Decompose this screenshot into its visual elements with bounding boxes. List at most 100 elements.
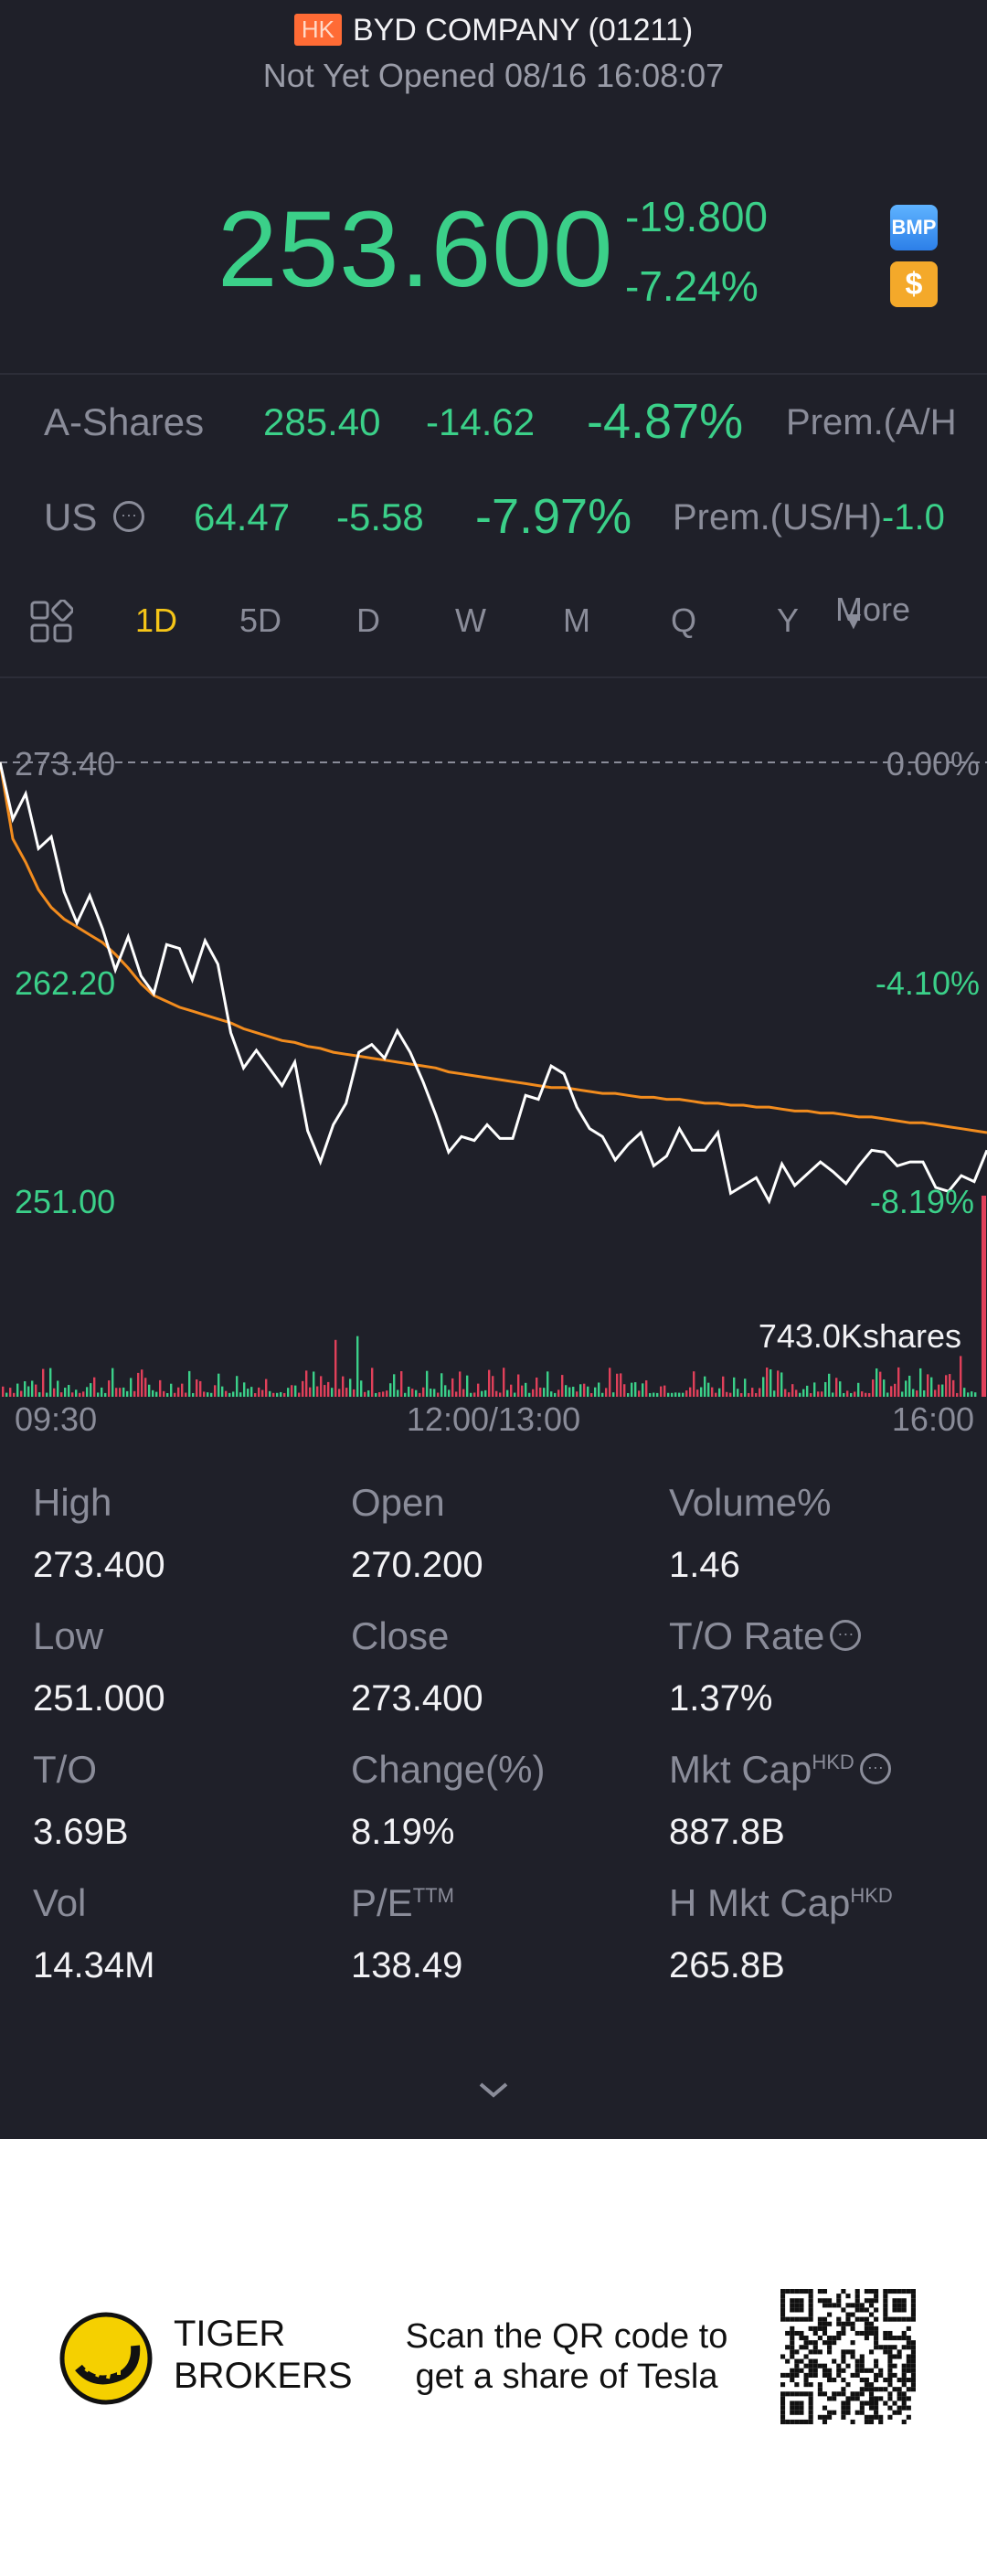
volume-bar — [276, 1392, 279, 1397]
last-price: 253.600 — [218, 189, 614, 310]
volume-bar — [949, 1374, 951, 1397]
volume-bar — [711, 1387, 714, 1397]
tab-w[interactable]: W — [455, 601, 486, 639]
volume-bar — [64, 1388, 67, 1397]
volume-bar — [517, 1374, 520, 1397]
tab-y[interactable]: Y — [777, 601, 800, 639]
ellipsis-circle-icon[interactable]: ··· — [859, 1752, 891, 1784]
volume-bar — [104, 1392, 107, 1397]
stat-value: 265.8B — [669, 1945, 785, 1985]
tab-q[interactable]: Q — [671, 601, 697, 639]
volume-bar — [53, 1388, 56, 1397]
volume-bar — [550, 1391, 553, 1397]
volume-bar — [872, 1379, 875, 1397]
tab-1d[interactable]: 1D — [135, 601, 178, 639]
volume-bar — [927, 1374, 929, 1397]
qr-code[interactable] — [780, 2289, 916, 2424]
volume-bar — [408, 1386, 410, 1397]
tab-m[interactable]: M — [563, 601, 590, 639]
ellipsis-circle-icon[interactable]: ··· — [830, 1619, 862, 1651]
volume-bar — [521, 1385, 524, 1397]
volume-bar — [397, 1389, 399, 1397]
tab-d[interactable]: D — [356, 601, 380, 639]
bmp-icon[interactable]: BMP — [890, 205, 938, 250]
volume-bar — [79, 1392, 81, 1397]
volume-bar — [806, 1385, 809, 1397]
volume-bar — [327, 1381, 330, 1397]
volume-bar — [539, 1387, 542, 1397]
volume-bar — [250, 1387, 253, 1397]
volume-bar — [642, 1383, 644, 1397]
volume-bar — [693, 1371, 695, 1397]
volume-bar — [912, 1389, 915, 1397]
volume-bar — [653, 1392, 655, 1397]
volume-bar — [488, 1369, 491, 1397]
volume-bar — [345, 1388, 348, 1397]
volume-bar — [232, 1391, 235, 1397]
volume-bar — [356, 1336, 359, 1397]
volume-bar — [854, 1391, 856, 1397]
volume-bar — [13, 1392, 16, 1397]
price-change: -19.800 — [625, 193, 769, 240]
volume-bar — [291, 1385, 293, 1397]
volume-bar — [2, 1386, 5, 1397]
layout-grid-icon[interactable] — [29, 600, 73, 644]
volume-bar — [199, 1380, 202, 1397]
volume-bar — [353, 1389, 356, 1397]
coin-icon[interactable]: $ — [890, 261, 938, 307]
volume-bar — [283, 1392, 286, 1397]
volume-bar — [389, 1383, 392, 1397]
stat-label-text: T/O — [33, 1748, 97, 1791]
volume-bar — [846, 1390, 849, 1397]
volume-bar — [627, 1392, 630, 1397]
divider — [0, 373, 987, 375]
volume-bar — [572, 1387, 575, 1397]
volume-bar — [568, 1387, 571, 1397]
volume-bar — [777, 1370, 780, 1397]
volume-bar — [565, 1385, 568, 1397]
volume-bar — [163, 1390, 165, 1397]
volume-bar — [451, 1378, 454, 1397]
volume-bar — [883, 1379, 886, 1397]
volume-bar — [660, 1386, 663, 1397]
ellipsis-circle-icon[interactable]: ··· — [113, 500, 145, 532]
volume-bar — [166, 1392, 169, 1397]
volume-bar — [824, 1381, 827, 1397]
tab-5d[interactable]: 5D — [239, 601, 282, 639]
volume-bar — [108, 1380, 111, 1397]
volume-bar — [203, 1391, 206, 1397]
y-label-low: 251.00 — [15, 1183, 115, 1220]
volume-bar — [298, 1392, 301, 1397]
a-shares-label: A-Shares — [44, 400, 205, 443]
volume-bar — [287, 1388, 290, 1397]
volume-bar — [631, 1382, 633, 1397]
us-change-pct: -7.97% — [475, 489, 632, 544]
a-shares-change: -14.62 — [426, 400, 536, 443]
tab-more[interactable]: More ▼ — [835, 591, 910, 650]
volume-bar — [144, 1378, 147, 1397]
volume-bar — [583, 1383, 586, 1397]
volume-bar — [557, 1389, 560, 1397]
volume-bar — [68, 1385, 70, 1397]
stock-name: BYD COMPANY (01211) — [352, 13, 694, 48]
volume-bar — [499, 1392, 502, 1397]
volume-bar — [828, 1373, 831, 1397]
chevron-down-icon[interactable] — [477, 2079, 510, 2101]
volume-bar — [740, 1393, 743, 1397]
volume-bar — [766, 1368, 769, 1397]
us-premium[interactable]: Prem.(US/H)-1.0 — [673, 497, 987, 538]
volume-bar — [532, 1389, 535, 1397]
quote-panel — [0, 0, 987, 2139]
volume-bar — [952, 1379, 955, 1397]
intraday-chart[interactable]: 273.40 262.20 251.00 0.00% -4.10% -8.19%… — [0, 678, 987, 1400]
volume-bar — [755, 1392, 758, 1397]
pct-label-mid: -4.10% — [876, 964, 980, 1002]
volume-bar — [247, 1389, 249, 1397]
volume-bar — [126, 1390, 129, 1397]
volume-bar — [850, 1392, 853, 1397]
stat-label: P/ETTM — [351, 1881, 454, 1925]
volume-bar — [835, 1378, 838, 1397]
volume-bar — [963, 1388, 966, 1397]
a-shares-premium[interactable]: Prem.(A/H — [786, 402, 957, 442]
stat-label: Volume% — [669, 1481, 831, 1525]
